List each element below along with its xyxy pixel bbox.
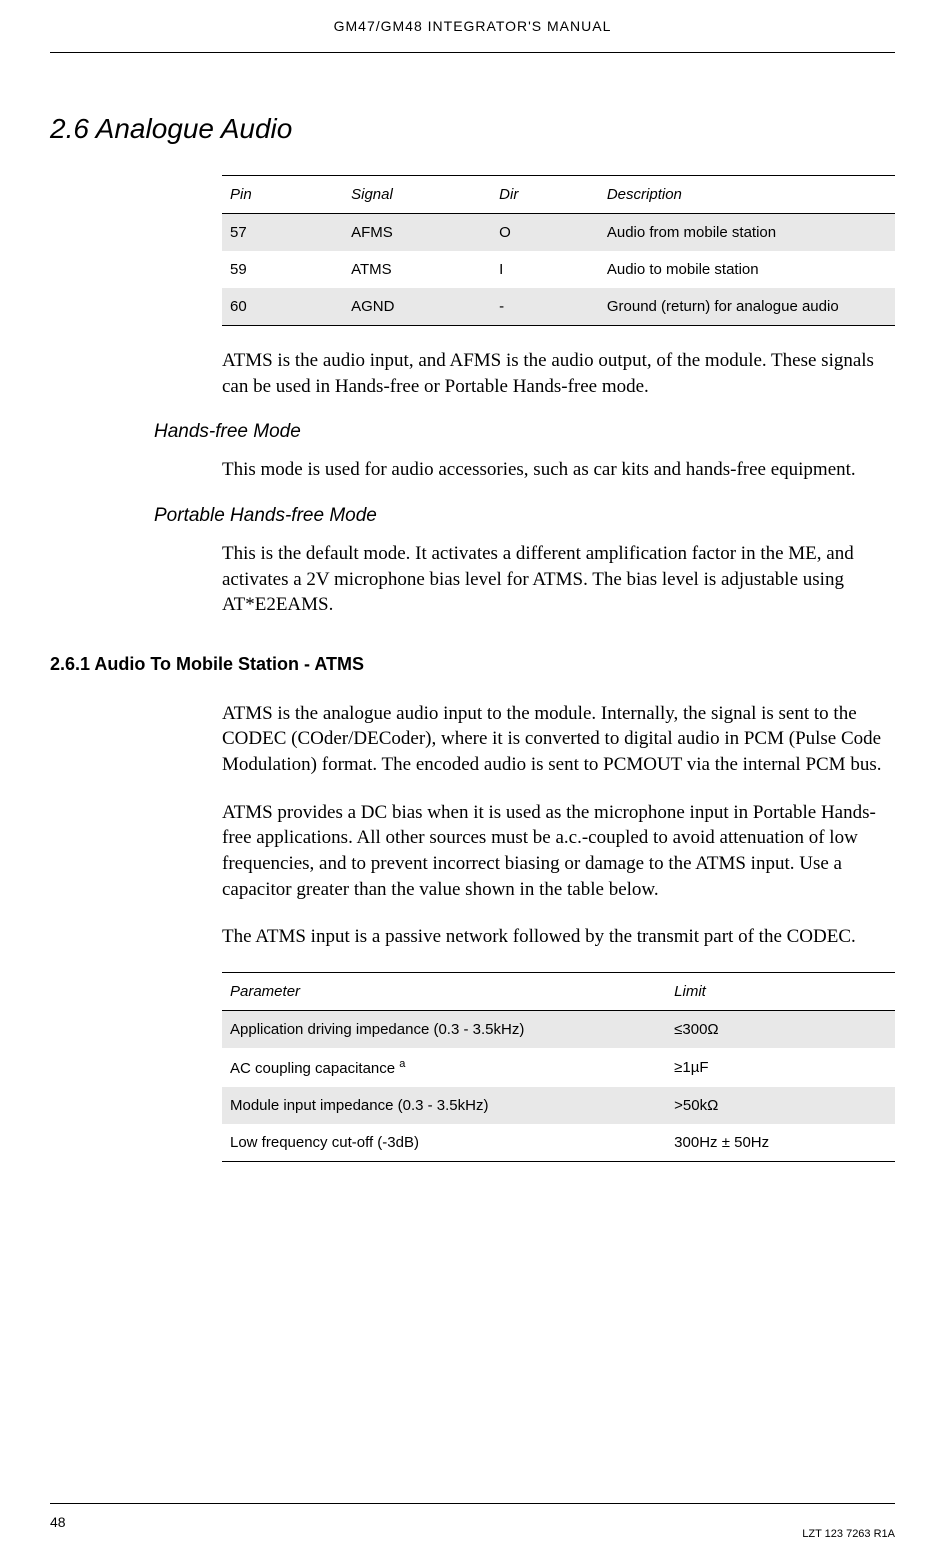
atms-body: ATMS is the analogue audio input to the … xyxy=(222,701,895,1162)
cell-signal: AFMS xyxy=(343,214,491,252)
th-desc: Description xyxy=(599,176,895,214)
doc-reference: LZT 123 7263 R1A xyxy=(802,1514,895,1540)
footnote-sup: a xyxy=(399,1058,405,1070)
th-signal: Signal xyxy=(343,176,491,214)
paragraph: ATMS is the audio input, and AFMS is the… xyxy=(222,348,895,399)
cell-param: Low frequency cut-off (-3dB) xyxy=(222,1124,666,1162)
cell-signal: ATMS xyxy=(343,251,491,288)
subsection-title: 2.6.1 Audio To Mobile Station - ATMS xyxy=(50,654,895,675)
cell-dir: - xyxy=(491,288,599,326)
paragraph: This is the default mode. It activates a… xyxy=(222,541,895,618)
cell-signal: AGND xyxy=(343,288,491,326)
cell-desc: Ground (return) for analogue audio xyxy=(599,288,895,326)
table-row: Low frequency cut-off (-3dB) 300Hz ± 50H… xyxy=(222,1124,895,1162)
subheading-portable-hands-free: Portable Hands-free Mode xyxy=(154,505,895,527)
cell-param: Module input impedance (0.3 - 3.5kHz) xyxy=(222,1087,666,1124)
param-text: AC coupling capacitance xyxy=(230,1060,395,1077)
footer-row: 48 LZT 123 7263 R1A xyxy=(50,1514,895,1540)
table-row: Application driving impedance (0.3 - 3.5… xyxy=(222,1010,895,1048)
cell-dir: O xyxy=(491,214,599,252)
cell-param: AC coupling capacitance a xyxy=(222,1048,666,1087)
pin-table-block: Pin Signal Dir Description 57 AFMS O Aud… xyxy=(222,175,895,399)
th-dir: Dir xyxy=(491,176,599,214)
parameter-table: Parameter Limit Application driving impe… xyxy=(222,972,895,1162)
table-row: 59 ATMS I Audio to mobile station xyxy=(222,251,895,288)
cell-desc: Audio from mobile station xyxy=(599,214,895,252)
phf-body: This is the default mode. It activates a… xyxy=(222,541,895,618)
th-parameter: Parameter xyxy=(222,972,666,1010)
subheading-hands-free: Hands-free Mode xyxy=(154,421,895,443)
cell-desc: Audio to mobile station xyxy=(599,251,895,288)
hf-body: This mode is used for audio accessories,… xyxy=(222,457,895,483)
page-header: GM47/GM48 INTEGRATOR'S MANUAL xyxy=(0,0,945,44)
footer-rule xyxy=(50,1503,895,1504)
paragraph: This mode is used for audio accessories,… xyxy=(222,457,895,483)
cell-pin: 57 xyxy=(222,214,343,252)
paragraph: ATMS provides a DC bias when it is used … xyxy=(222,800,895,903)
cell-dir: I xyxy=(491,251,599,288)
content-area: 2.6 Analogue Audio Pin Signal Dir Descri… xyxy=(0,113,945,1162)
cell-pin: 60 xyxy=(222,288,343,326)
paragraph: The ATMS input is a passive network foll… xyxy=(222,924,895,950)
header-rule xyxy=(50,52,895,53)
table-row: 60 AGND - Ground (return) for analogue a… xyxy=(222,288,895,326)
table-row: 57 AFMS O Audio from mobile station xyxy=(222,214,895,252)
cell-limit: >50kΩ xyxy=(666,1087,895,1124)
cell-limit: ≥1µF xyxy=(666,1048,895,1087)
table-row: Module input impedance (0.3 - 3.5kHz) >5… xyxy=(222,1087,895,1124)
cell-limit: 300Hz ± 50Hz xyxy=(666,1124,895,1162)
th-limit: Limit xyxy=(666,972,895,1010)
cell-pin: 59 xyxy=(222,251,343,288)
pin-table: Pin Signal Dir Description 57 AFMS O Aud… xyxy=(222,175,895,326)
table-row: AC coupling capacitance a ≥1µF xyxy=(222,1048,895,1087)
section-title: 2.6 Analogue Audio xyxy=(50,113,895,145)
cell-param: Application driving impedance (0.3 - 3.5… xyxy=(222,1010,666,1048)
page-number: 48 xyxy=(50,1514,66,1540)
paragraph: ATMS is the analogue audio input to the … xyxy=(222,701,895,778)
th-pin: Pin xyxy=(222,176,343,214)
page-footer: 48 LZT 123 7263 R1A xyxy=(0,1503,945,1540)
cell-limit: ≤300Ω xyxy=(666,1010,895,1048)
